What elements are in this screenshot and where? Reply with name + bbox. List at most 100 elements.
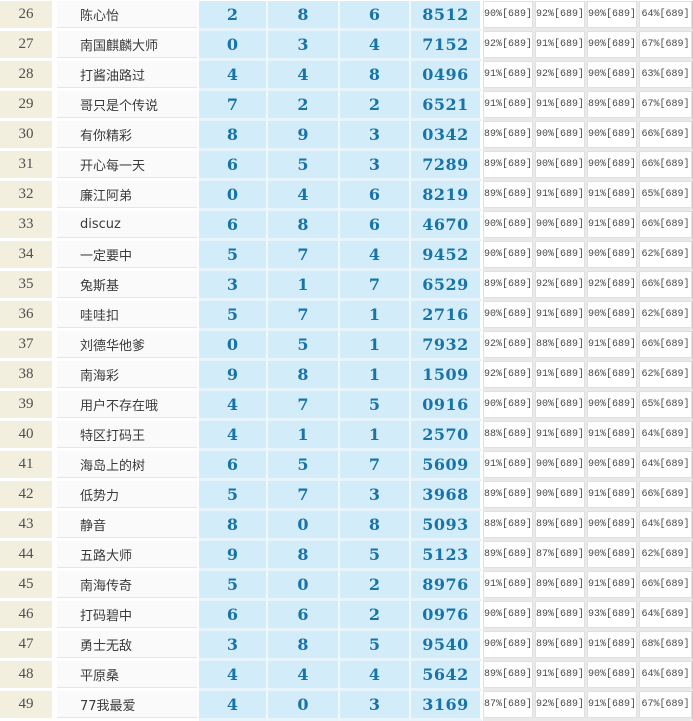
digit-cell-1: 3 <box>199 271 268 301</box>
code-cell: 2570 <box>411 421 483 451</box>
digit-cell-2: 7 <box>268 481 340 511</box>
table-row: 41 海岛上的树 6 5 7 5609 91%[689] 90%[689] 90… <box>0 451 693 481</box>
rank-cell: 41 <box>0 451 57 481</box>
rank-cell: 39 <box>0 391 57 421</box>
table-row: 37 刘德华他爹 0 5 1 7932 92%[689] 88%[689] 91… <box>0 331 693 361</box>
digit-cell-1: 4 <box>199 661 268 691</box>
pct-cell-4: 66%[689] <box>639 331 693 361</box>
pct-cell-4: 64%[689] <box>639 661 693 691</box>
digit-cell-2: 8 <box>268 211 340 241</box>
pct-cell-3: 91%[689] <box>587 211 639 241</box>
digit-cell-2: 8 <box>268 541 340 571</box>
username-cell: 勇士无敌 <box>57 631 199 661</box>
username-cell: 南海彩 <box>57 361 199 391</box>
pct-cell-3: 90%[689] <box>587 61 639 91</box>
pct-cell-3: 91%[689] <box>587 181 639 211</box>
table-row: 46 打码碧中 6 6 2 0976 90%[689] 89%[689] 93%… <box>0 601 693 631</box>
code-cell: 0496 <box>411 61 483 91</box>
digit-cell-3: 5 <box>340 541 411 571</box>
pct-cell-4: 66%[689] <box>639 481 693 511</box>
table-row: 36 哇哇扣 5 7 1 2716 90%[689] 91%[689] 90%[… <box>0 301 693 331</box>
pct-cell-1: 92%[689] <box>483 31 535 61</box>
code-cell: 6521 <box>411 91 483 121</box>
pct-cell-2: 90%[689] <box>535 211 587 241</box>
table-row: 33 discuz 6 8 6 4670 90%[689] 90%[689] 9… <box>0 211 693 241</box>
code-cell: 8976 <box>411 571 483 601</box>
digit-cell-2: 4 <box>268 661 340 691</box>
rank-cell: 37 <box>0 331 57 361</box>
rank-cell: 30 <box>0 121 57 151</box>
username-cell: 南国麒麟大师 <box>57 31 199 61</box>
rank-cell: 38 <box>0 361 57 391</box>
code-cell: 7152 <box>411 31 483 61</box>
pct-cell-2: 92%[689] <box>535 61 587 91</box>
digit-cell-1: 8 <box>199 121 268 151</box>
pct-cell-1: 89%[689] <box>483 151 535 181</box>
digit-cell-3: 5 <box>340 631 411 661</box>
pct-cell-1: 89%[689] <box>483 121 535 151</box>
pct-cell-3: 90%[689] <box>587 661 639 691</box>
digit-cell-1: 6 <box>199 151 268 181</box>
rank-cell: 46 <box>0 601 57 631</box>
rank-cell: 32 <box>0 181 57 211</box>
table-row: 32 廉江阿弟 0 4 6 8219 89%[689] 91%[689] 91%… <box>0 181 693 211</box>
table-row: 29 哥只是个传说 7 2 2 6521 91%[689] 91%[689] 8… <box>0 91 693 121</box>
digit-cell-2: 7 <box>268 391 340 421</box>
pct-cell-2: 92%[689] <box>535 1 587 31</box>
table-row: 28 打酱油路过 4 4 8 0496 91%[689] 92%[689] 90… <box>0 61 693 91</box>
username-cell: 南海传奇 <box>57 571 199 601</box>
digit-cell-1: 4 <box>199 391 268 421</box>
code-cell: 6529 <box>411 271 483 301</box>
code-cell: 2716 <box>411 301 483 331</box>
username-cell: 有你精彩 <box>57 121 199 151</box>
username-cell: 廉江阿弟 <box>57 181 199 211</box>
pct-cell-3: 90%[689] <box>587 1 639 31</box>
rank-cell: 42 <box>0 481 57 511</box>
digit-cell-2: 8 <box>268 361 340 391</box>
digit-cell-1: 5 <box>199 301 268 331</box>
pct-cell-2: 91%[689] <box>535 31 587 61</box>
digit-cell-3: 4 <box>340 661 411 691</box>
table-row: 38 南海彩 9 8 1 1509 92%[689] 91%[689] 86%[… <box>0 361 693 391</box>
digit-cell-3: 7 <box>340 451 411 481</box>
digit-cell-3: 2 <box>340 571 411 601</box>
pct-cell-3: 86%[689] <box>587 361 639 391</box>
digit-cell-2: 0 <box>268 691 340 721</box>
rank-cell: 31 <box>0 151 57 181</box>
rank-cell: 43 <box>0 511 57 541</box>
pct-cell-1: 89%[689] <box>483 541 535 571</box>
pct-cell-2: 91%[689] <box>535 361 587 391</box>
username-cell: 低势力 <box>57 481 199 511</box>
pct-cell-3: 90%[689] <box>587 391 639 421</box>
pct-cell-2: 91%[689] <box>535 91 587 121</box>
pct-cell-3: 91%[689] <box>587 571 639 601</box>
username-cell: 陈心怡 <box>57 1 199 31</box>
pct-cell-4: 65%[689] <box>639 181 693 211</box>
code-cell: 5093 <box>411 511 483 541</box>
table-row: 39 用户不存在哦 4 7 5 0916 90%[689] 90%[689] 9… <box>0 391 693 421</box>
digit-cell-3: 6 <box>340 181 411 211</box>
pct-cell-1: 89%[689] <box>483 181 535 211</box>
digit-cell-3: 1 <box>340 361 411 391</box>
code-cell: 5123 <box>411 541 483 571</box>
digit-cell-3: 3 <box>340 691 411 721</box>
code-cell: 0916 <box>411 391 483 421</box>
username-cell: 哇哇扣 <box>57 301 199 331</box>
table-row: 27 南国麒麟大师 0 3 4 7152 92%[689] 91%[689] 9… <box>0 31 693 61</box>
pct-cell-2: 91%[689] <box>535 301 587 331</box>
pct-cell-2: 91%[689] <box>535 181 587 211</box>
rank-cell: 34 <box>0 241 57 271</box>
pct-cell-3: 90%[689] <box>587 451 639 481</box>
digit-cell-1: 6 <box>199 451 268 481</box>
digit-cell-1: 6 <box>199 211 268 241</box>
pct-cell-4: 62%[689] <box>639 301 693 331</box>
pct-cell-3: 93%[689] <box>587 601 639 631</box>
pct-cell-1: 90%[689] <box>483 1 535 31</box>
digit-cell-1: 0 <box>199 331 268 361</box>
pct-cell-2: 90%[689] <box>535 241 587 271</box>
digit-cell-1: 2 <box>199 1 268 31</box>
table-row: 48 平原桑 4 4 4 5642 89%[689] 91%[689] 90%[… <box>0 661 693 691</box>
digit-cell-1: 5 <box>199 241 268 271</box>
